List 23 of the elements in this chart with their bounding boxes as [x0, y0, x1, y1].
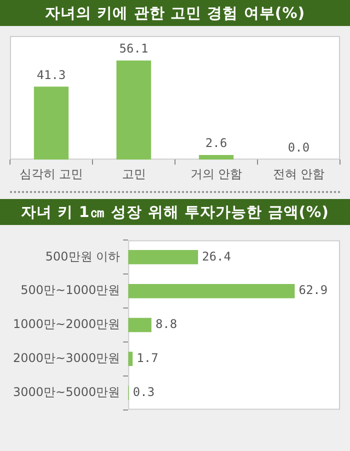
x-tick-label: 고민	[122, 166, 146, 181]
bar	[128, 318, 152, 332]
y-tick-label: 1000만~2000만원	[12, 317, 120, 332]
chart-title: 자녀 키 1㎝ 성장 위해 투자가능한 금액(%)	[0, 199, 350, 225]
data-label: 62.9	[298, 283, 328, 298]
data-label: 41.3	[36, 68, 66, 82]
bar	[128, 284, 295, 298]
y-tick-label: 2000만~3000만원	[12, 351, 120, 366]
bar	[128, 250, 198, 264]
x-tick-label: 심각히 고민	[19, 166, 84, 181]
data-label: 1.7	[136, 351, 158, 366]
data-label: 26.4	[202, 249, 231, 264]
y-tick-label: 3000만~5000만원	[12, 384, 120, 399]
y-tick-label: 500만원 이하	[45, 249, 120, 264]
data-label: 0.0	[288, 140, 310, 155]
x-tick-label: 전혀 안함	[272, 166, 325, 181]
y-tick-label: 500만~1000만원	[20, 283, 120, 298]
data-label: 0.3	[132, 384, 155, 399]
data-label: 56.1	[119, 42, 148, 56]
chart-title: 자녀의 키에 관한 고민 경험 여부(%)	[0, 0, 350, 26]
x-tick-label: 거의 안함	[190, 166, 242, 181]
data-label: 2.6	[205, 136, 228, 150]
data-label: 8.8	[155, 317, 178, 332]
